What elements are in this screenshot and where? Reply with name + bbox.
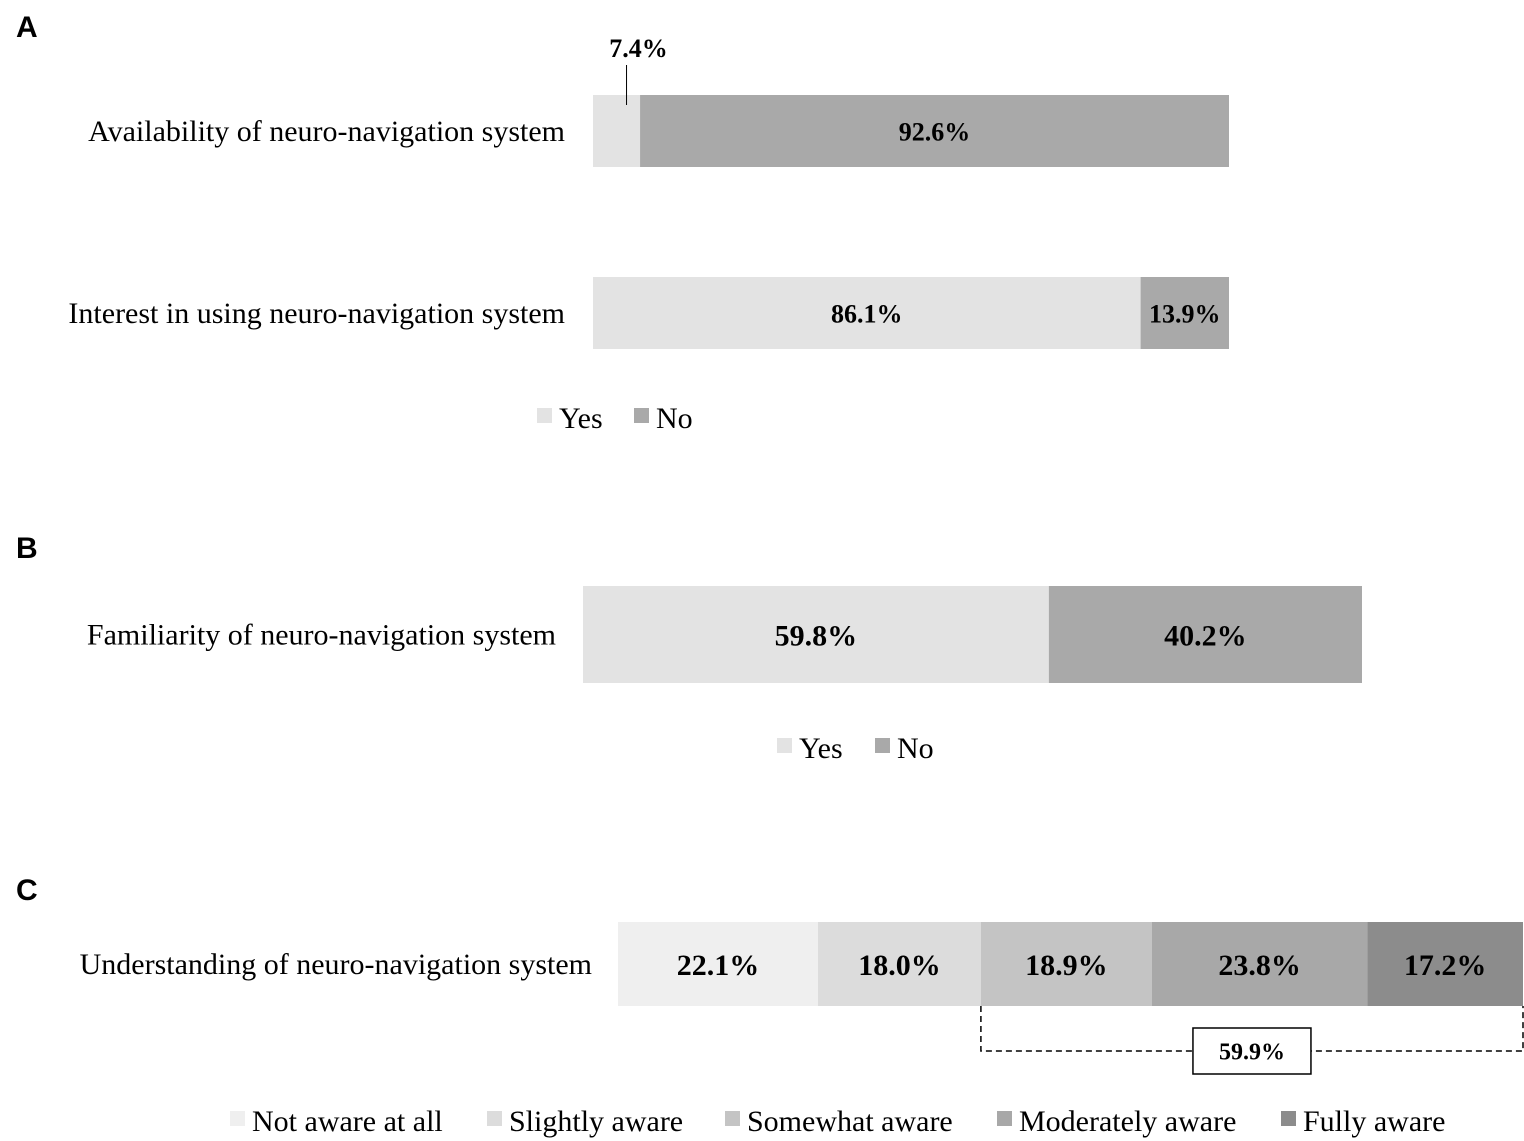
legend-label-no: No [656, 402, 693, 435]
data-label: 86.1% [831, 299, 903, 328]
data-label: 18.9% [1025, 949, 1108, 982]
bar-segment-yes [583, 586, 1049, 683]
bracket-label-box [1192, 1027, 1312, 1075]
bar-segment-slightly-aware [818, 922, 981, 1006]
legend-swatch-yes [777, 738, 792, 753]
legend-label-yes: Yes [799, 732, 843, 765]
legend-label-not-aware-at-all: Not aware at all [252, 1105, 443, 1138]
panel-a-letter: A [16, 11, 38, 44]
legend-label-yes: Yes [559, 402, 603, 435]
panel-a: A Availability of neuro-navigation syste… [16, 11, 1229, 435]
data-label: 7.4% [609, 34, 668, 63]
legend-swatch-somewhat-aware [725, 1111, 740, 1126]
panel-c-letter: C [16, 874, 38, 907]
data-label: 13.9% [1149, 299, 1221, 328]
legend-swatch-moderately-aware [997, 1111, 1012, 1126]
bar-segment-no [1140, 277, 1229, 349]
legend-label-moderately-aware: Moderately aware [1019, 1105, 1236, 1138]
panel-c: C Understanding of neuro-navigation syst… [16, 874, 1524, 1138]
bar-segment-moderately-aware [1151, 922, 1368, 1006]
legend-swatch-no [634, 408, 649, 423]
category-label-familiarity-of-neuro-navigation-system: Familiarity of neuro-navigation system [87, 619, 556, 652]
bracket-dashed-line [980, 1006, 1524, 1052]
panel-b-letter: B [16, 532, 38, 565]
data-label: 40.2% [1164, 619, 1247, 652]
data-label: 17.2% [1404, 949, 1487, 982]
bar-segment-no [1048, 586, 1362, 683]
legend-label-somewhat-aware: Somewhat aware [747, 1105, 953, 1138]
data-label: 23.8% [1218, 949, 1301, 982]
category-label-availability-of-neuro-navigation-system: Availability of neuro-navigation system [88, 115, 565, 148]
data-label: 92.6% [899, 117, 971, 146]
legend-swatch-yes [537, 408, 552, 423]
bar-segment-fully-aware [1367, 922, 1523, 1006]
legend-swatch-no [875, 738, 890, 753]
category-label-understanding-of-neuro-navigation-system: Understanding of neuro-navigation system [80, 948, 592, 981]
legend-label-no: No [897, 732, 934, 765]
bar-segment-yes [593, 277, 1141, 349]
legend-swatch-fully-aware [1281, 1111, 1296, 1126]
bar-segment-no [640, 95, 1229, 167]
bar-segment-yes [593, 95, 641, 167]
data-label: 18.0% [858, 949, 941, 982]
bar-segment-somewhat-aware [980, 922, 1152, 1006]
legend-label-slightly-aware: Slightly aware [509, 1105, 683, 1138]
bar-segment-not-aware-at-all [618, 922, 819, 1006]
bracket-label: 59.9% [1219, 1040, 1285, 1066]
panel-b: B Familiarity of neuro-navigation system… [16, 532, 1362, 765]
data-label: 22.1% [677, 949, 760, 982]
legend-swatch-not-aware-at-all [230, 1111, 245, 1126]
data-label: 59.8% [775, 619, 858, 652]
legend-swatch-slightly-aware [487, 1111, 502, 1126]
legend-label-fully-aware: Fully aware [1303, 1105, 1445, 1138]
category-label-interest-in-using-neuro-navigation-system: Interest in using neuro-navigation syste… [68, 297, 565, 330]
